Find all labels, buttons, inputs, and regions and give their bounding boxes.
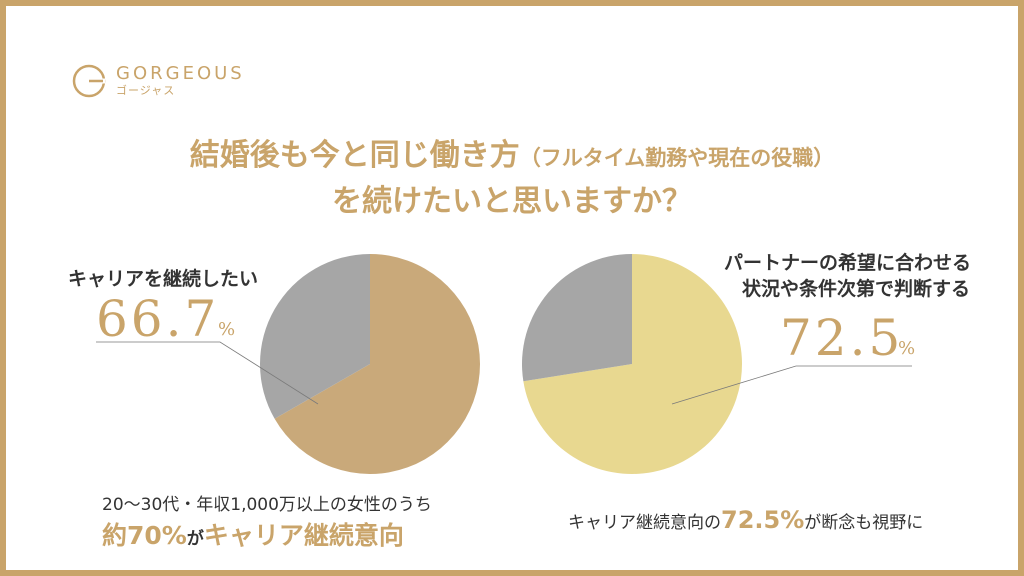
pie-2-slice-1 — [523, 254, 743, 475]
right-caption-c: が断念も視野に — [804, 513, 924, 533]
left-caption-ga: が — [186, 529, 204, 549]
title-main: 結婚後も今と同じ働き方 — [189, 138, 520, 173]
pie-1-slice-2 — [260, 253, 370, 419]
right-caption: キャリア継続意向の72.5%が断念も視野に — [568, 506, 923, 534]
right-caption-a: キャリア継続意向の — [568, 513, 721, 533]
title-line-1: 結婚後も今と同じ働き方（フルタイム勤務や現在の役職） — [6, 130, 1018, 174]
left-caption-2: 約70%がキャリア継続意向 — [102, 516, 404, 552]
content-frame: GORGEOUS ゴージャス 結婚後も今と同じ働き方（フルタイム勤務や現在の役職… — [6, 6, 1018, 570]
left-percent: 66.7 — [96, 290, 220, 348]
left-percent-sign: % — [218, 319, 236, 340]
left-caption-highlight-b: キャリア継続意向 — [203, 521, 404, 550]
title-paren: （フルタイム勤務や現在の役職） — [519, 146, 835, 170]
pie-1-slice-1 — [274, 254, 481, 474]
right-percent-sign: % — [898, 338, 916, 359]
right-label-1: パートナーの希望に合わせる — [724, 252, 972, 274]
pie-2-slice-2 — [522, 254, 632, 382]
logo-kana: ゴージャス — [116, 84, 176, 97]
gorgeous-logo-icon — [72, 64, 106, 98]
right-label-2: 状況や条件次第で判断する — [742, 278, 971, 300]
pie-2-leader-line — [671, 365, 912, 405]
right-percent: 72.5 — [780, 309, 904, 367]
right-caption-highlight: 72.5% — [721, 506, 805, 534]
logo-wordmark: GORGEOUS — [116, 63, 245, 84]
pie-1-leader-line — [96, 341, 319, 405]
brand-logo: GORGEOUS ゴージャス — [70, 62, 245, 100]
left-caption-highlight-a: 約70% — [102, 521, 187, 550]
pie-charts — [96, 253, 912, 475]
title-line-2: を続けたいと思いますか？ — [332, 184, 692, 219]
left-caption-1: 20〜30代・年収1,000万以上の女性のうち — [102, 495, 432, 515]
left-label: キャリアを継続したい — [68, 268, 259, 290]
